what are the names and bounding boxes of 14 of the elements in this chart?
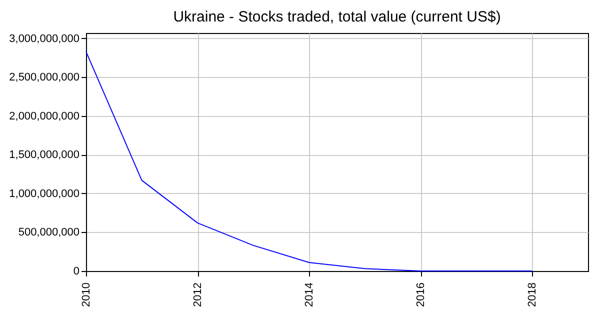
y-tick-label: 2,000,000,000 bbox=[9, 110, 80, 122]
line-series bbox=[86, 51, 533, 272]
x-tick-label: 2012 bbox=[192, 282, 204, 307]
y-tick-label: 0 bbox=[73, 266, 80, 278]
y-tick-label: 500,000,000 bbox=[18, 226, 80, 239]
y-tick-label: 1,500,000,000 bbox=[9, 149, 80, 162]
y-tick-label: 2,500,000,000 bbox=[9, 72, 80, 84]
x-tick-label: 2016 bbox=[415, 282, 428, 307]
y-tick-label: 3,000,000,000 bbox=[9, 32, 80, 45]
y-tick-label: 1,000,000,000 bbox=[9, 188, 80, 200]
chart-title: Ukraine - Stocks traded, total value (current US$) bbox=[173, 8, 501, 26]
x-tick-label: 2014 bbox=[304, 282, 316, 307]
x-tick-label: 2010 bbox=[80, 282, 92, 307]
x-tick-label: 2018 bbox=[526, 282, 539, 307]
